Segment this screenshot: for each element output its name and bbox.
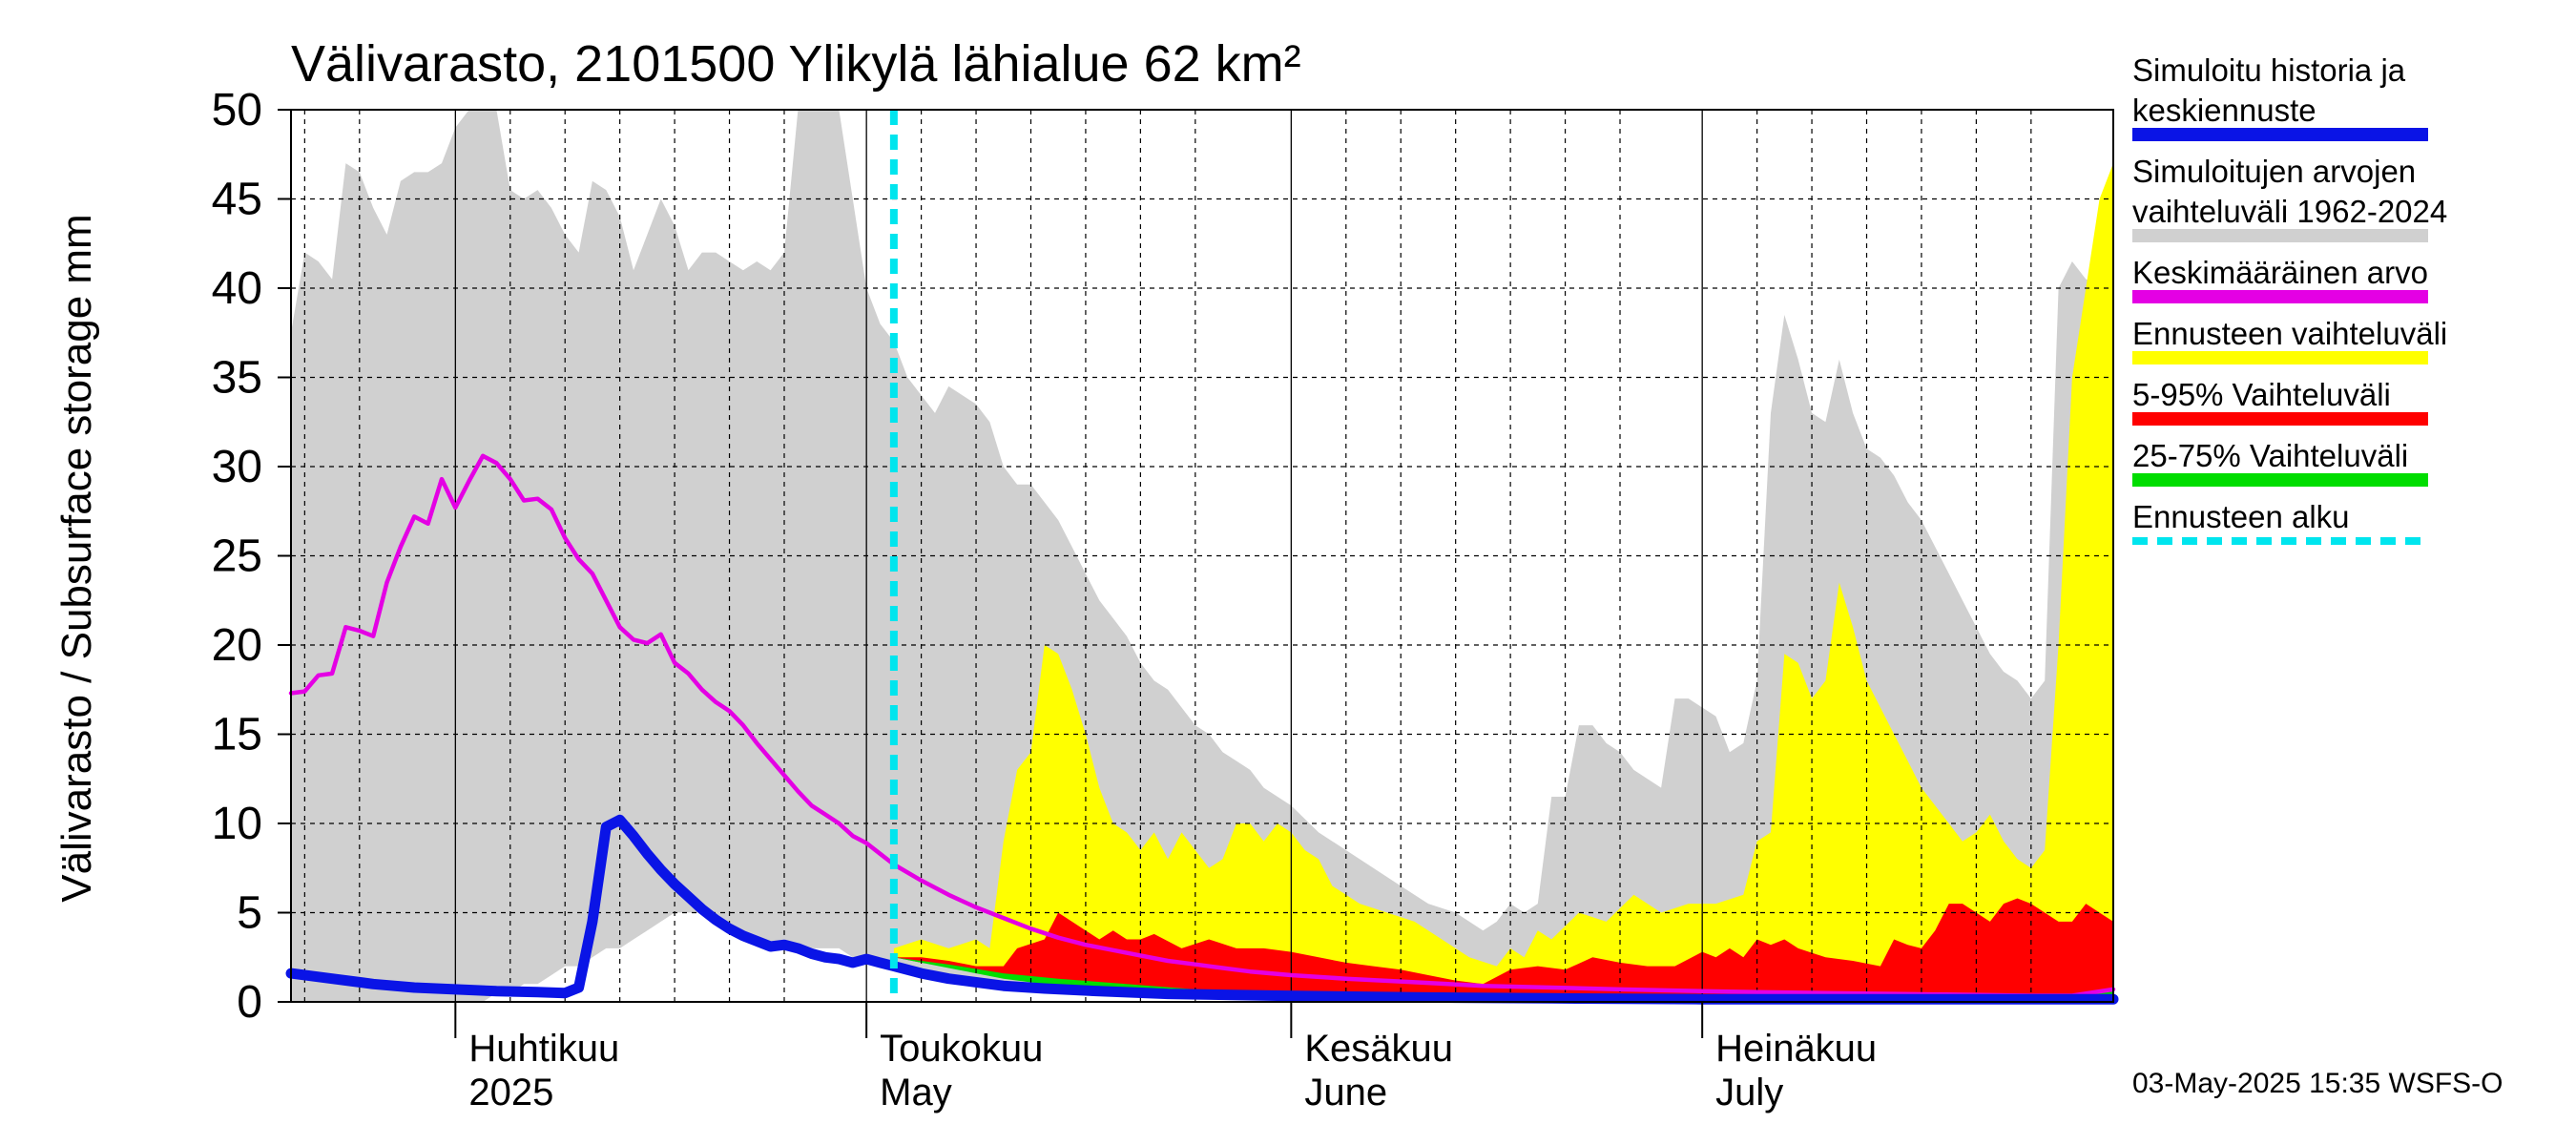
y-tick-label: 35: [212, 353, 262, 404]
legend-label: Keskimääräinen arvo: [2132, 255, 2428, 290]
axes: [278, 109, 2114, 1038]
series-lines: [285, 453, 2119, 1005]
legend: Simuloitu historia ja keskiennuste Simuloi…: [2132, 52, 2447, 545]
y-tick-label: 0: [237, 977, 262, 1028]
chart-title: Välivarasto, 2101500 Ylikylä lähialue 62…: [291, 35, 1301, 93]
y-tick-label: 15: [212, 710, 262, 760]
legend-label: Simuloitujen arvojen: [2132, 154, 2416, 189]
month-label: Huhtikuu: [468, 1028, 619, 1070]
y-tick-label: 50: [212, 85, 262, 135]
legend-label: keskiennuste: [2132, 93, 2316, 128]
legend-label: 5-95% Vaihteluväli: [2132, 377, 2391, 412]
footer-timestamp: 03-May-2025 15:35 WSFS-O: [2132, 1068, 2503, 1099]
month-label: Toukokuu: [880, 1028, 1043, 1070]
month-label: Heinäkuu: [1715, 1028, 1877, 1070]
band-5-95-vaihteluv-li: [893, 898, 2113, 999]
legend-label: vaihteluväli 1962-2024: [2132, 194, 2447, 229]
grid-lines: [291, 110, 2113, 1002]
month-sublabel: July: [1715, 1072, 1783, 1114]
legend-label: Ennusteen alku: [2132, 499, 2350, 534]
simulated-series-line: [285, 814, 2119, 1005]
band-areas: [291, 110, 2113, 1002]
month-sublabel: May: [880, 1072, 952, 1114]
y-tick-label: 25: [212, 531, 262, 582]
band-simuloitujen-arvojen-vaihteluv-li-1962-2024: [291, 110, 2113, 1002]
y-tick-label: 40: [212, 263, 262, 314]
y-tick-label: 30: [212, 442, 262, 492]
y-tick-label: 20: [212, 620, 262, 671]
month-sublabel: June: [1304, 1072, 1387, 1114]
mean-series-line: [288, 453, 2116, 998]
month-sublabel: 2025: [468, 1072, 553, 1114]
band-ennusteen-vaihteluv-li: [893, 163, 2113, 997]
y-tick-label: 45: [212, 175, 262, 225]
y-tick-label: 5: [237, 888, 262, 939]
legend-label: Ennusteen vaihteluväli: [2132, 316, 2447, 351]
y-axis-label: Välivarasto / Subsurface storage mm: [53, 214, 100, 902]
legend-label: 25-75% Vaihteluväli: [2132, 438, 2408, 473]
y-tick-labels: 0 5 10 15 20 25 30 35 40 45 50: [212, 85, 262, 1028]
y-tick-label: 10: [212, 799, 262, 849]
month-label: Kesäkuu: [1304, 1028, 1453, 1070]
legend-label: Simuloitu historia ja: [2132, 52, 2406, 88]
